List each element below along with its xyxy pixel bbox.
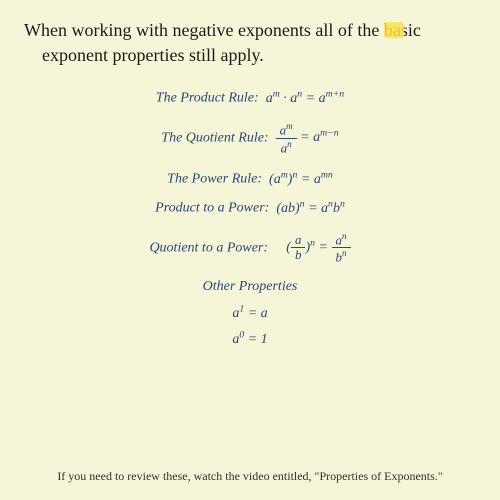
power-rule-label: The Power Rule: xyxy=(167,172,262,187)
identity-1-formula: a1 = a xyxy=(232,306,267,321)
quotient-rule: The Quotient Rule: aman = am−n xyxy=(0,121,500,155)
quotient-to-power-formula: (ab)n = anbn xyxy=(275,240,351,255)
quotient-rule-label: The Quotient Rule: xyxy=(161,130,268,145)
page-heading: When working with negative exponents all… xyxy=(0,0,500,78)
product-rule: The Product Rule: am · an = am+n xyxy=(0,88,500,107)
highlight-marker xyxy=(384,22,404,38)
product-to-power-formula: (ab)n = anbn xyxy=(276,201,345,216)
heading-line2: exponent properties still apply. xyxy=(24,45,264,65)
identity-0-formula: a0 = 1 xyxy=(232,332,267,347)
identity-exponent-1: a1 = a xyxy=(0,303,500,322)
other-properties-heading: Other Properties xyxy=(0,279,500,295)
product-rule-formula: am · an = am+n xyxy=(266,91,345,106)
quotient-to-power: Quotient to a Power: (ab)n = anbn xyxy=(0,231,500,265)
identity-exponent-0: a0 = 1 xyxy=(0,330,500,349)
footer-note: If you need to review these, watch the v… xyxy=(0,469,500,484)
power-rule: The Power Rule: (am)n = amn xyxy=(0,169,500,188)
quotient-to-power-label: Quotient to a Power: xyxy=(149,240,268,255)
product-to-power: Product to a Power: (ab)n = anbn xyxy=(0,198,500,217)
rules-area: The Product Rule: am · an = am+n The Quo… xyxy=(0,88,500,348)
product-rule-label: The Product Rule: xyxy=(156,91,259,106)
heading-line1: When working with negative exponents all… xyxy=(24,20,421,40)
product-to-power-label: Product to a Power: xyxy=(155,201,269,216)
power-rule-formula: (am)n = amn xyxy=(269,172,333,187)
quotient-rule-formula: aman = am−n xyxy=(276,130,339,145)
